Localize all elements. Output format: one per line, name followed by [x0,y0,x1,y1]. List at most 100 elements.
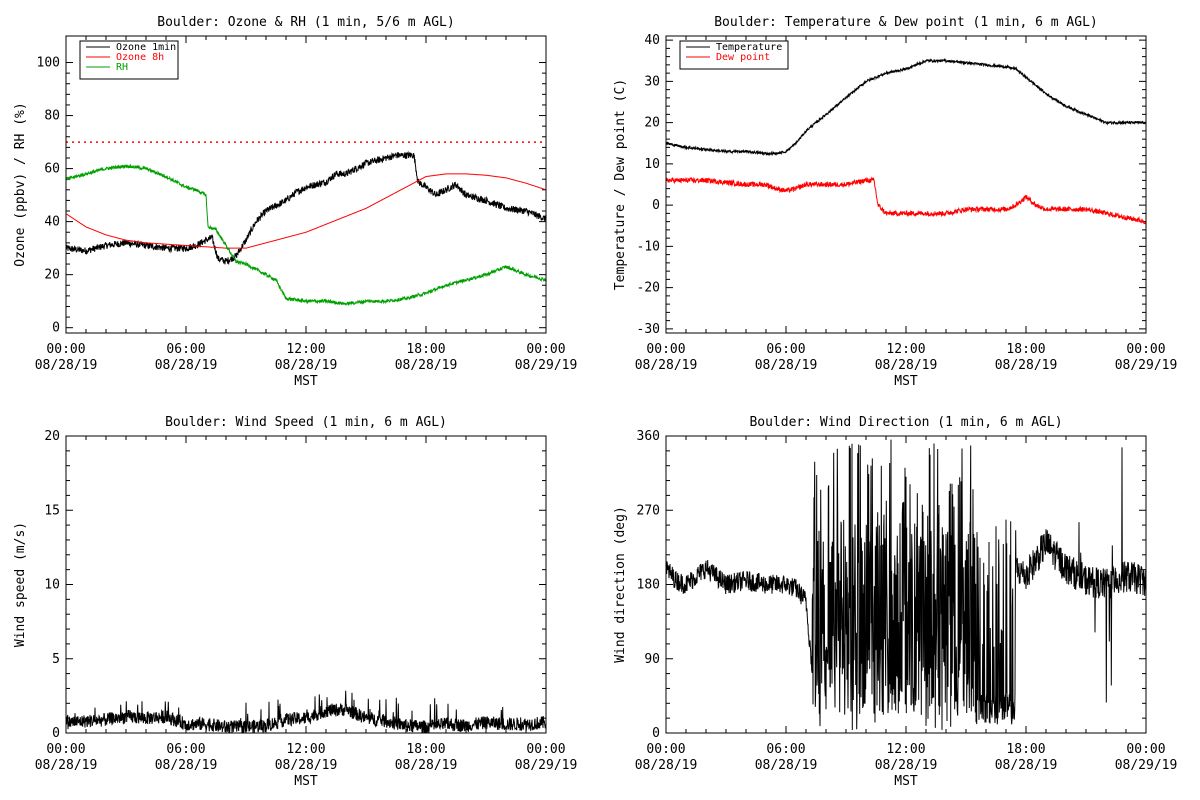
legend-label: Temperature [716,42,782,53]
series-line-0 [65,690,547,734]
x-tick-time-label: 00:00 [1126,742,1165,757]
x-tick-date-label: 08/29/19 [1115,758,1178,773]
x-tick-date-label: 08/28/19 [395,358,458,373]
y-tick-label: -30 [637,322,660,337]
x-axis-label: MST [294,774,318,789]
legend-label: Ozone 1min [116,42,176,53]
y-tick-label: 0 [652,198,660,213]
x-tick-time-label: 06:00 [166,342,205,357]
y-tick-label: 20 [44,268,60,283]
series-line-1 [65,173,547,249]
x-tick-date-label: 08/28/19 [155,758,218,773]
chart-title: Boulder: Ozone & RH (1 min, 5/6 m AGL) [157,15,454,30]
x-tick-date-label: 08/29/19 [515,758,578,773]
legend-label: Dew point [716,52,770,63]
y-axis-label: Wind speed (m/s) [13,522,28,647]
plot-frame [65,35,547,334]
chart-title: Boulder: Wind Speed (1 min, 6 m AGL) [165,415,447,430]
y-tick-label: 10 [44,578,60,593]
x-tick-date-label: 08/28/19 [875,358,938,373]
chart-temp_dew: Boulder: Temperature & Dew point (1 min,… [613,15,1177,389]
series-line-0 [665,439,1147,731]
y-axis-label: Wind direction (deg) [613,506,628,663]
legend-label: Ozone 8h [116,52,164,63]
y-tick-label: 5 [52,652,60,667]
x-tick-time-label: 18:00 [1006,742,1045,757]
x-tick-date-label: 08/28/19 [35,758,98,773]
plot-frame [665,435,1147,734]
x-tick-date-label: 08/29/19 [515,358,578,373]
x-tick-time-label: 00:00 [646,342,685,357]
y-tick-label: 40 [44,215,60,230]
y-tick-label: 360 [637,429,660,444]
x-tick-date-label: 08/28/19 [35,358,98,373]
y-tick-label: 15 [44,503,60,518]
y-tick-label: 20 [44,429,60,444]
y-tick-label: 40 [644,33,660,48]
y-tick-label: 30 [644,74,660,89]
y-tick-label: -20 [637,281,660,296]
x-tick-time-label: 12:00 [286,342,325,357]
x-tick-time-label: 00:00 [1126,342,1165,357]
y-tick-label: 20 [644,116,660,131]
series-line-1 [665,176,1147,225]
x-tick-date-label: 08/28/19 [395,758,458,773]
legend-box [679,40,789,70]
series-line-0 [665,57,1147,157]
y-tick-label: 60 [44,162,60,177]
chart-wind_dir: Boulder: Wind Direction (1 min, 6 m AGL)… [613,415,1177,789]
x-tick-date-label: 08/28/19 [755,358,818,373]
x-tick-time-label: 06:00 [166,742,205,757]
x-tick-time-label: 06:00 [766,742,805,757]
x-tick-date-label: 08/28/19 [635,358,698,373]
x-tick-time-label: 12:00 [886,342,925,357]
x-tick-date-label: 08/28/19 [995,758,1058,773]
x-tick-date-label: 08/28/19 [635,758,698,773]
x-tick-time-label: 12:00 [286,742,325,757]
y-tick-label: 270 [637,503,660,518]
x-tick-time-label: 18:00 [406,342,445,357]
x-tick-date-label: 08/28/19 [275,758,338,773]
x-tick-time-label: 00:00 [46,342,85,357]
chart-wind_speed: Boulder: Wind Speed (1 min, 6 m AGL) Wind… [13,415,577,789]
y-tick-label: 0 [52,726,60,741]
x-tick-time-label: 00:00 [526,342,565,357]
x-axis-label: MST [294,374,318,389]
x-tick-date-label: 08/28/19 [275,358,338,373]
series-line-2 [65,163,547,306]
y-axis-label: Ozone (ppbv) / RH (%) [13,102,28,266]
series-line-0 [65,150,547,266]
x-tick-time-label: 00:00 [646,742,685,757]
x-tick-date-label: 08/28/19 [755,758,818,773]
x-tick-time-label: 06:00 [766,342,805,357]
x-tick-time-label: 18:00 [406,742,445,757]
y-tick-label: 0 [52,321,60,336]
y-axis-label: Temperature / Dew point (C) [613,79,628,290]
chart-title: Boulder: Temperature & Dew point (1 min,… [714,15,1098,30]
chart-ozone_rh: Boulder: Ozone & RH (1 min, 5/6 m AGL) Oz… [13,15,577,389]
plot-frame [665,35,1147,334]
y-tick-label: 90 [644,652,660,667]
x-tick-time-label: 00:00 [46,742,85,757]
legend-label: RH [116,62,128,73]
x-tick-time-label: 00:00 [526,742,565,757]
plot-frame [65,435,547,734]
x-tick-time-label: 12:00 [886,742,925,757]
x-tick-date-label: 08/28/19 [995,358,1058,373]
x-axis-label: MST [894,374,918,389]
y-tick-label: 100 [37,56,60,71]
y-tick-label: -10 [637,239,660,254]
y-tick-label: 10 [644,157,660,172]
x-tick-date-label: 08/28/19 [155,358,218,373]
y-tick-label: 80 [44,109,60,124]
x-tick-time-label: 18:00 [1006,342,1045,357]
chart-title: Boulder: Wind Direction (1 min, 6 m AGL) [749,415,1062,430]
x-tick-date-label: 08/28/19 [875,758,938,773]
x-axis-label: MST [894,774,918,789]
x-tick-date-label: 08/29/19 [1115,358,1178,373]
y-tick-label: 180 [637,578,660,593]
y-tick-label: 0 [652,726,660,741]
